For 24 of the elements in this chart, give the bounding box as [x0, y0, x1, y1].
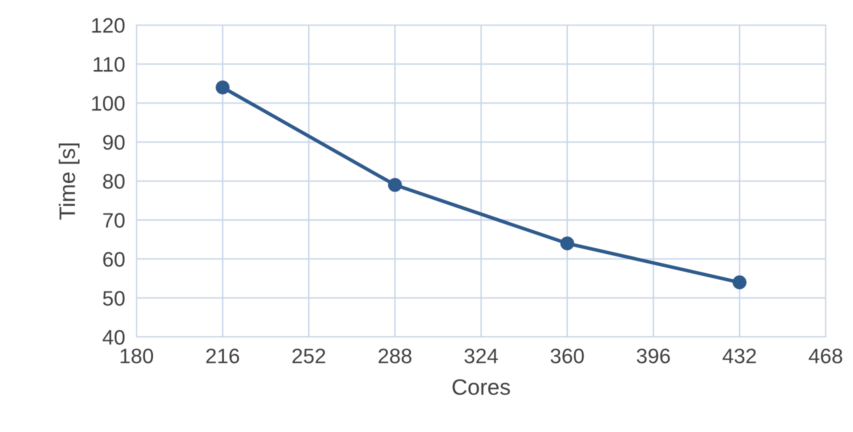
y-tick-label: 70 — [103, 212, 125, 228]
y-tick-label: 110 — [94, 57, 125, 72]
x-tick-label: 180 — [120, 348, 154, 364]
y-tick-label: 100 — [92, 96, 125, 111]
x-tick-label: 324 — [464, 348, 498, 364]
y-axis-title: Time [s] — [58, 144, 80, 220]
y-tick-label: 50 — [103, 290, 125, 306]
y-tick-label: 90 — [103, 135, 125, 150]
x-tick-label: 288 — [378, 348, 412, 364]
x-tick-label: 252 — [292, 348, 326, 364]
x-tick-label: 396 — [636, 348, 670, 364]
x-tick-label: 216 — [206, 348, 240, 364]
point — [388, 178, 402, 192]
y-tick-label: 80 — [103, 174, 125, 189]
point — [732, 275, 746, 290]
x-tick-label: 432 — [722, 348, 756, 364]
x-tick-label: 360 — [550, 348, 584, 364]
x-axis-title: Cores — [452, 379, 510, 395]
point — [216, 80, 230, 94]
y-tick-label: 60 — [103, 252, 125, 267]
y-tick-label: 120 — [92, 18, 125, 33]
point — [560, 236, 574, 250]
x-tick-label: 468 — [808, 348, 842, 364]
y-tick-label: 40 — [102, 330, 125, 345]
